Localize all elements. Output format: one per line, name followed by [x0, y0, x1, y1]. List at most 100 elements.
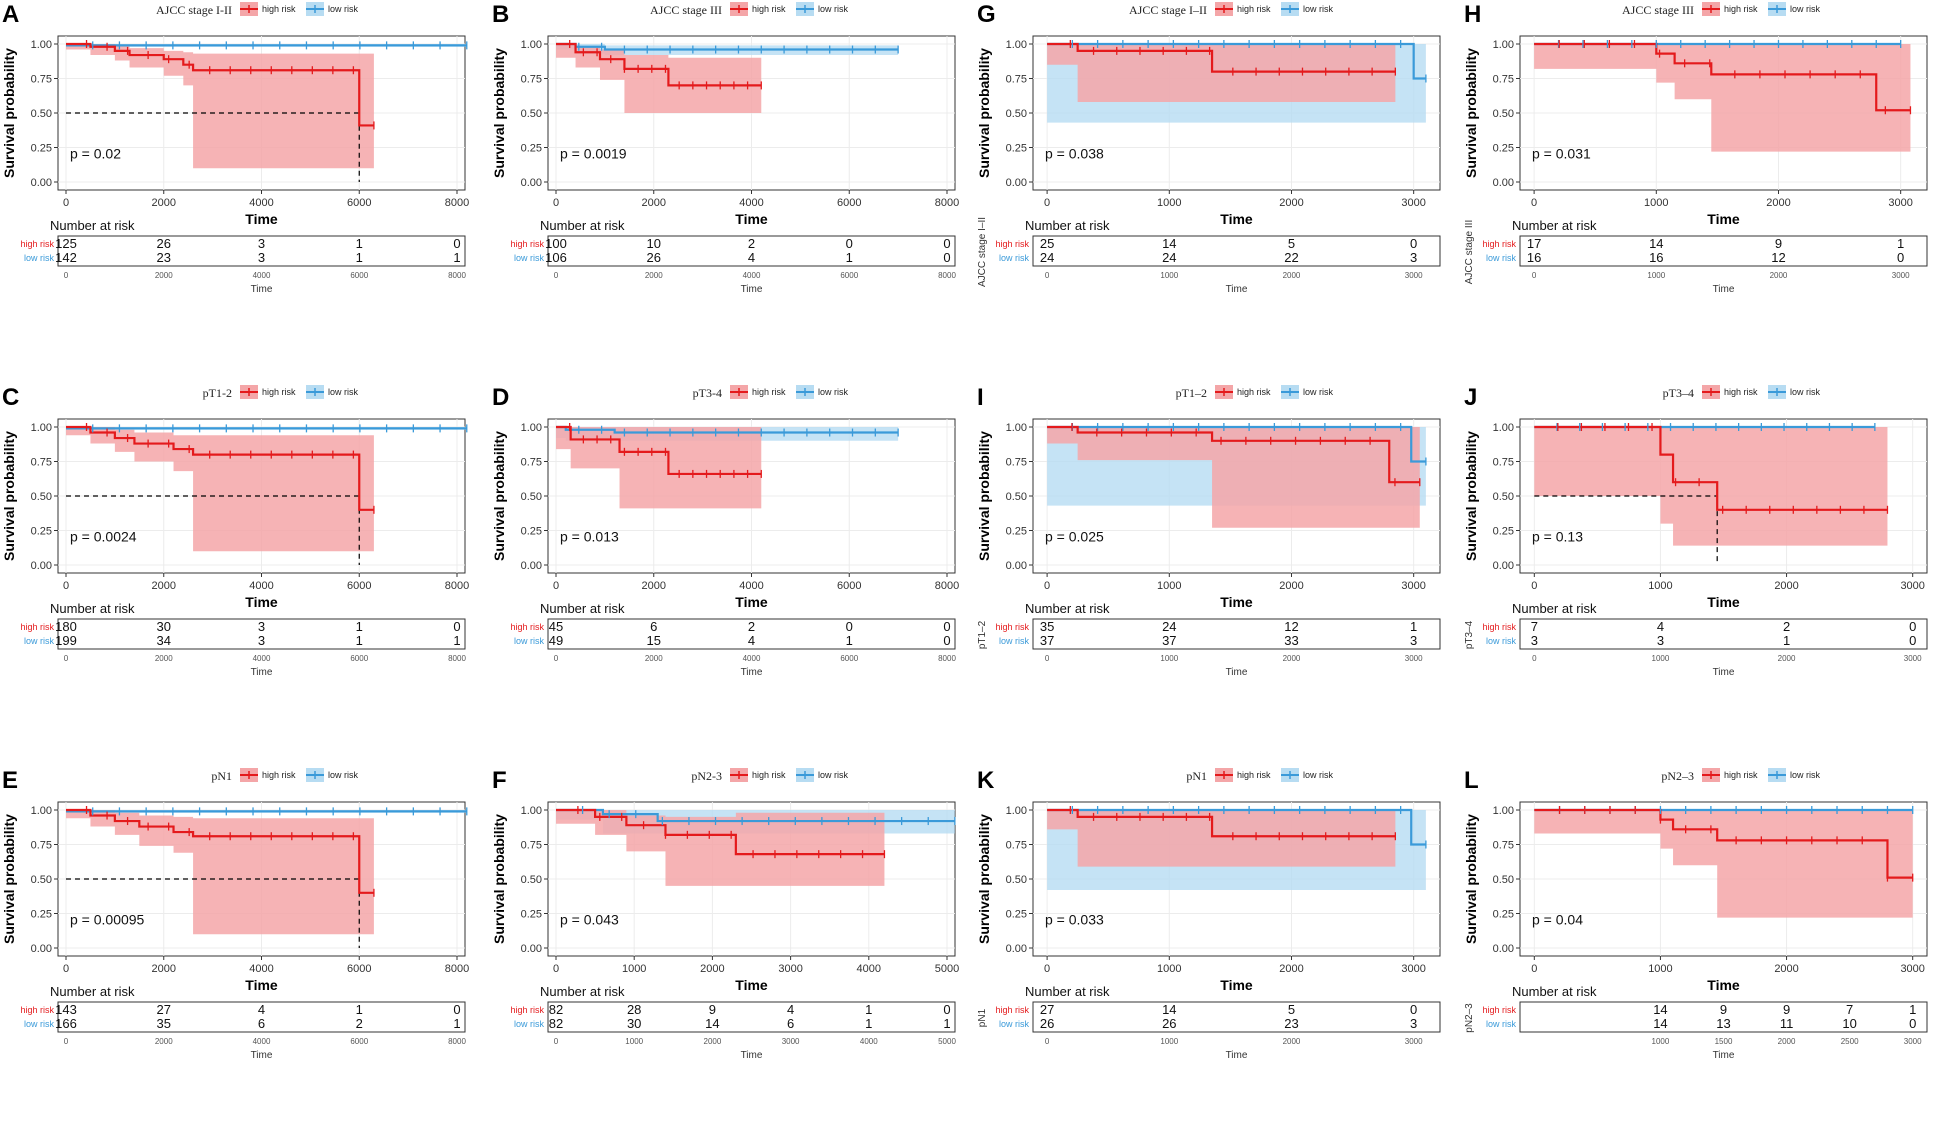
risk-high-value: 17: [1527, 236, 1541, 251]
ytick-label: 0.25: [31, 909, 52, 921]
risk-time-tick: 4000: [743, 271, 761, 280]
risk-time-tick: 6000: [350, 1037, 368, 1046]
legend-low-label: low risk: [1790, 4, 1821, 14]
ytick-label: 0.75: [521, 74, 542, 86]
y-axis-label: Survival probability: [1463, 48, 1479, 178]
high-risk-ci-band: [1534, 44, 1911, 152]
high-risk-ci-band: [1047, 44, 1396, 102]
xtick-label: 0: [553, 197, 559, 209]
legend-high-label: high risk: [1724, 4, 1758, 14]
risk-high-value: 1: [1909, 1002, 1916, 1017]
number-at-risk-title: Number at risk: [1512, 218, 1597, 233]
risk-time-label: Time: [1713, 1050, 1735, 1061]
risk-high-value: 3: [258, 236, 265, 251]
legend-high-label: high risk: [262, 387, 296, 397]
xtick-label: 2000: [642, 580, 666, 592]
p-value: p = 0.033: [1045, 912, 1104, 928]
ytick-label: 1.00: [521, 39, 542, 51]
risk-row-high-label: high risk: [510, 239, 544, 249]
ytick-label: 0.50: [1006, 874, 1027, 886]
ytick-label: 0.75: [1493, 74, 1514, 86]
risk-low-value: 10: [1842, 1016, 1856, 1031]
xtick-label: 8000: [445, 963, 469, 975]
xtick-label: 8000: [445, 580, 469, 592]
high-risk-curve: [1534, 42, 1911, 112]
panel-title: pT3-4: [693, 386, 722, 400]
legend: high risk low risk: [1215, 385, 1334, 399]
number-at-risk-title: Number at risk: [1025, 984, 1110, 999]
y-axis-label: Survival probability: [1, 48, 17, 178]
ytick-label: 0.25: [1006, 526, 1027, 538]
panel-letter: C: [2, 384, 19, 411]
x-axis-label: Time: [245, 211, 278, 227]
risk-low-value: 1: [943, 1016, 950, 1031]
risk-time-tick: 5000: [938, 1037, 956, 1046]
number-at-risk-title: Number at risk: [1512, 984, 1597, 999]
risk-high-value: 26: [157, 236, 171, 251]
risk-time-label: Time: [1226, 1050, 1248, 1061]
risk-high-value: 14: [1649, 236, 1663, 251]
risk-time-tick: 8000: [938, 271, 956, 280]
xtick-label: 8000: [935, 580, 959, 592]
risk-high-value: 4: [1657, 619, 1664, 634]
risk-low-value: 37: [1162, 633, 1176, 648]
panel-letter: K: [977, 767, 995, 794]
ytick-label: 0.50: [521, 874, 542, 886]
ytick-label: 1.00: [1006, 422, 1027, 434]
ytick-label: 0.75: [31, 840, 52, 852]
risk-table-box: [1519, 235, 1928, 267]
risk-row-high-label: high risk: [995, 1005, 1029, 1015]
xtick-label: 2000: [1774, 963, 1798, 975]
ytick-label: 0.00: [521, 943, 542, 955]
risk-high-value: 1: [865, 1002, 872, 1017]
risk-low-value: 1: [356, 633, 363, 648]
risk-row-low-label: low risk: [999, 636, 1030, 646]
risk-row-low-label: low risk: [1486, 636, 1517, 646]
xtick-label: 4000: [249, 963, 273, 975]
y-axis-label: Survival probability: [1463, 814, 1479, 944]
risk-time-tick: 2000: [1283, 654, 1301, 663]
risk-time-tick: 1000: [1160, 1037, 1178, 1046]
risk-low-value: 1: [1783, 633, 1790, 648]
risk-low-value: 1: [453, 1016, 460, 1031]
risk-low-value: 199: [55, 633, 77, 648]
ytick-label: 1.00: [31, 422, 52, 434]
risk-time-tick: 2000: [645, 654, 663, 663]
legend-high-label: high risk: [752, 770, 786, 780]
panel-svg-A: A AJCC stage I-II high risk low risk 0.00 0.2…: [1, 1, 469, 295]
risk-low-value: 23: [157, 250, 171, 265]
risk-time-tick: 0: [554, 654, 559, 663]
ytick-label: 1.00: [31, 39, 52, 51]
risk-row-low-label: low risk: [999, 253, 1030, 263]
ytick-label: 0.25: [1006, 143, 1027, 155]
risk-low-value: 0: [1909, 1016, 1916, 1031]
risk-high-value: 0: [846, 236, 853, 251]
xtick-label: 3000: [1401, 580, 1425, 592]
legend: high risk low risk: [730, 385, 849, 399]
risk-time-tick: 2000: [1283, 271, 1301, 280]
risk-time-tick: 2000: [155, 654, 173, 663]
risk-table-box: [57, 235, 466, 267]
legend-low-label: low risk: [1303, 4, 1334, 14]
risk-high-value: 4: [258, 1002, 265, 1017]
xtick-label: 6000: [347, 963, 371, 975]
risk-time-tick: 2500: [1841, 1037, 1859, 1046]
risk-time-tick: 0: [554, 1037, 559, 1046]
x-axis-label: Time: [1220, 211, 1253, 227]
risk-high-value: 27: [1040, 1002, 1054, 1017]
ytick-label: 0.50: [31, 491, 52, 503]
risk-time-tick: 0: [1532, 271, 1537, 280]
x-axis-label: Time: [1220, 977, 1253, 993]
p-value: p = 0.0024: [70, 529, 137, 545]
risk-row-low-label: low risk: [514, 1019, 545, 1029]
panel-letter: H: [1464, 1, 1481, 28]
risk-low-value: 1: [846, 250, 853, 265]
risk-low-value: 1: [453, 250, 460, 265]
risk-low-value: 3: [1531, 633, 1538, 648]
